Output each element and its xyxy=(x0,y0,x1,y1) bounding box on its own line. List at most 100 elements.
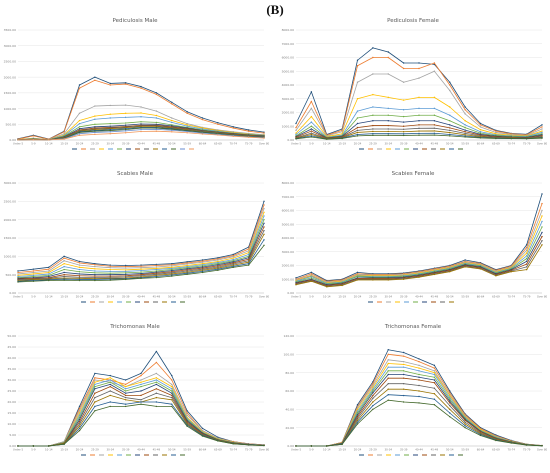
x-tick-label: 35-39 xyxy=(122,448,130,452)
data-point xyxy=(402,394,405,397)
data-point xyxy=(310,130,313,132)
data-point xyxy=(387,132,389,135)
data-point xyxy=(186,410,188,412)
data-point xyxy=(541,126,543,128)
data-point xyxy=(140,85,142,88)
data-point xyxy=(94,270,96,272)
data-point xyxy=(171,405,173,408)
y-tick-label: 80.00 xyxy=(285,371,294,375)
x-tick-label: 10-14 xyxy=(45,295,53,299)
data-point xyxy=(263,132,265,134)
data-point xyxy=(217,264,219,266)
data-point xyxy=(356,421,359,423)
data-point xyxy=(418,77,420,79)
x-tick-label: 20-24 xyxy=(354,142,362,146)
x-tick-label: 10-14 xyxy=(45,142,53,146)
data-point xyxy=(263,233,265,236)
x-tick-label: Under 5 xyxy=(291,295,302,299)
x-tick-label: 15-19 xyxy=(60,142,68,146)
data-point xyxy=(32,268,35,270)
data-point xyxy=(109,129,111,132)
data-point xyxy=(479,126,482,128)
data-point xyxy=(17,275,19,278)
data-point xyxy=(541,128,543,130)
data-point xyxy=(109,401,111,403)
data-point xyxy=(356,414,359,416)
data-point xyxy=(418,132,420,135)
x-tick-label: 5-9 xyxy=(309,295,314,299)
data-point xyxy=(479,124,482,126)
data-point xyxy=(541,240,543,242)
data-point xyxy=(356,415,359,418)
data-point xyxy=(387,393,389,396)
data-point xyxy=(495,131,497,134)
x-tick-label: 55-59 xyxy=(461,142,469,146)
x-tick-label: 60-64 xyxy=(477,295,485,299)
data-point xyxy=(232,135,234,137)
data-point xyxy=(495,137,497,140)
data-point xyxy=(387,107,389,110)
x-tick-label: Under 5 xyxy=(13,448,24,452)
data-point xyxy=(541,202,543,205)
data-point xyxy=(186,130,188,133)
data-point xyxy=(232,266,234,269)
data-point xyxy=(449,404,451,407)
data-point xyxy=(372,401,374,403)
x-tick-label: 15-19 xyxy=(338,448,346,452)
data-point xyxy=(263,226,265,228)
x-tick-label: Under 5 xyxy=(13,295,24,299)
data-point xyxy=(295,445,297,447)
data-point xyxy=(387,362,389,365)
data-point xyxy=(387,114,389,116)
data-point xyxy=(402,131,405,133)
data-point xyxy=(449,390,451,392)
data-point xyxy=(186,122,188,125)
x-tick-label: 60-64 xyxy=(199,142,207,146)
data-point xyxy=(155,93,158,96)
data-point xyxy=(464,423,466,425)
data-point xyxy=(109,379,111,381)
data-point xyxy=(155,271,158,273)
data-point xyxy=(217,261,219,264)
y-tick-label: 100.00 xyxy=(284,353,295,357)
data-point xyxy=(94,133,96,136)
data-point xyxy=(356,98,359,100)
data-point xyxy=(124,270,127,273)
data-point xyxy=(201,118,204,121)
data-point xyxy=(94,268,96,270)
x-tick-label: 70-74 xyxy=(507,142,515,146)
data-point xyxy=(372,397,374,400)
data-point xyxy=(124,267,127,269)
data-point xyxy=(372,392,374,394)
data-point xyxy=(124,396,127,399)
data-point xyxy=(433,367,436,369)
data-point xyxy=(402,67,405,70)
data-point xyxy=(232,263,234,265)
data-point xyxy=(295,277,297,279)
data-point xyxy=(109,381,111,383)
data-point xyxy=(94,279,96,282)
x-tick-label: 30-34 xyxy=(106,142,114,146)
data-point xyxy=(171,117,173,119)
data-point xyxy=(78,84,81,86)
x-tick-label: 65-69 xyxy=(492,295,500,299)
data-point xyxy=(171,272,173,274)
x-tick-label: 30-34 xyxy=(106,448,114,452)
data-point xyxy=(94,379,96,381)
data-point xyxy=(155,381,158,383)
data-point xyxy=(541,244,543,246)
x-tick-label: 55-59 xyxy=(183,142,191,146)
chart-panel: Pediculosis Male 0.00 500.00 1000.00 1500.00… xyxy=(4,18,270,150)
data-point xyxy=(464,259,466,261)
data-point xyxy=(201,267,204,269)
data-point xyxy=(171,399,173,401)
data-point xyxy=(232,262,234,264)
data-point xyxy=(356,81,359,83)
y-tick-label: 3000.00 xyxy=(282,97,294,101)
data-point xyxy=(140,277,142,280)
data-point xyxy=(78,122,81,125)
data-point xyxy=(525,246,528,249)
data-point xyxy=(124,403,127,405)
data-point xyxy=(109,383,111,386)
data-point xyxy=(449,270,451,273)
